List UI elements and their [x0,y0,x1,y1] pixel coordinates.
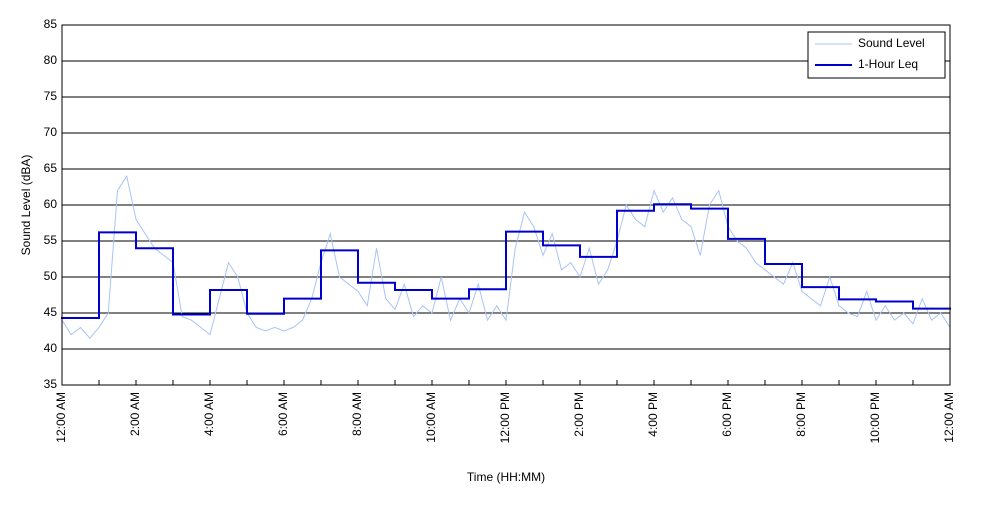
legend-label: 1-Hour Leq [858,57,918,71]
legend-label: Sound Level [858,36,925,50]
x-tick-label: 4:00 PM [646,392,660,437]
x-tick-label: 6:00 AM [276,392,290,436]
y-tick-label: 45 [44,305,58,319]
legend-box [807,31,946,79]
y-tick-label: 60 [44,197,58,211]
y-tick-label: 70 [44,125,58,139]
x-tick-label: 12:00 AM [942,392,956,443]
y-tick-label: 40 [44,341,58,355]
x-axis-label: Time (HH:MM) [467,470,545,484]
y-tick-label: 80 [44,53,58,67]
x-tick-label: 8:00 PM [794,392,808,437]
x-tick-label: 12:00 PM [498,392,512,443]
y-tick-label: 75 [44,89,58,103]
y-tick-label: 85 [44,17,58,31]
y-tick-label: 35 [44,377,58,391]
y-tick-label: 65 [44,161,58,175]
x-tick-label: 4:00 AM [202,392,216,436]
x-tick-label: 12:00 AM [54,392,68,443]
x-tick-label: 10:00 AM [424,392,438,443]
x-tick-label: 2:00 AM [128,392,142,436]
x-tick-label: 2:00 PM [572,392,586,437]
y-axis-label: Sound Level (dBA) [19,155,33,256]
y-tick-label: 55 [44,233,58,247]
step-riser [98,204,914,319]
x-tick-label: 10:00 PM [868,392,882,443]
x-tick-label: 6:00 PM [720,392,734,437]
y-tick-label: 50 [44,269,58,283]
sound-level-line [61,174,951,339]
x-tick-label: 8:00 AM [350,392,364,436]
plot-frame [61,24,951,386]
